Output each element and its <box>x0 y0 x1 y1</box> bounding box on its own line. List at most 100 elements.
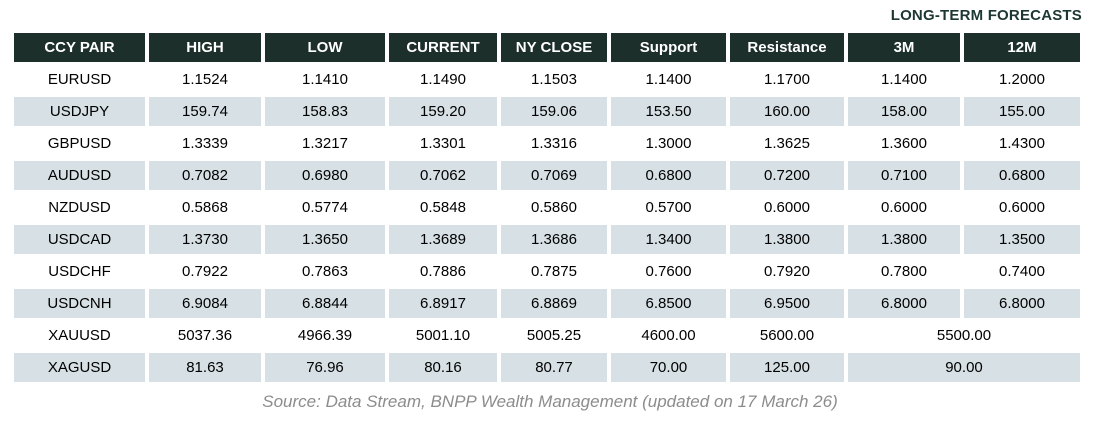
value-cell: 0.6000 <box>730 193 844 222</box>
value-cell: 6.9500 <box>730 289 844 318</box>
fx-forecast-table: CCY PAIR HIGH LOW CURRENT NY CLOSE Support Res… <box>10 30 1084 385</box>
value-cell: 1.1490 <box>389 65 497 94</box>
value-cell: 0.6000 <box>848 193 960 222</box>
ccy-pair-label: USDCAD <box>14 225 145 254</box>
value-cell: 5600.00 <box>730 321 844 350</box>
value-cell: 153.50 <box>611 97 726 126</box>
value-cell: 0.7600 <box>611 257 726 286</box>
table-row-usdchf: USDCHF 0.7922 0.7863 0.7886 0.7875 0.7600 0.79… <box>14 257 1080 286</box>
value-cell: 6.8000 <box>848 289 960 318</box>
value-cell: 0.7920 <box>730 257 844 286</box>
table-row-xauusd: XAUUSD 5037.36 4966.39 5001.10 5005.25 4600.0… <box>14 321 1080 350</box>
table-row-nzdusd: NZDUSD 0.5868 0.5774 0.5848 0.5860 0.5700 0.60… <box>14 193 1080 222</box>
value-cell: 159.74 <box>149 97 261 126</box>
value-cell: 4966.39 <box>265 321 385 350</box>
value-cell: 1.3600 <box>848 129 960 158</box>
value-cell: 0.7922 <box>149 257 261 286</box>
value-cell: 0.7400 <box>964 257 1080 286</box>
table-body: EURUSD 1.1524 1.1410 1.1490 1.1503 1.1400 1.17… <box>14 65 1080 382</box>
column-header-ny-close: NY CLOSE <box>501 33 607 62</box>
value-cell: 1.3500 <box>964 225 1080 254</box>
ccy-pair-label: AUDUSD <box>14 161 145 190</box>
table-row-eurusd: EURUSD 1.1524 1.1410 1.1490 1.1503 1.1400 1.17… <box>14 65 1080 94</box>
ccy-pair-label: XAGUSD <box>14 353 145 382</box>
value-cell: 160.00 <box>730 97 844 126</box>
table-row-audusd: AUDUSD 0.7082 0.6980 0.7062 0.7069 0.6800 0.72… <box>14 161 1080 190</box>
value-cell: 6.8500 <box>611 289 726 318</box>
column-header-high: HIGH <box>149 33 261 62</box>
value-cell: 155.00 <box>964 97 1080 126</box>
forecast-title-bar: LONG-TERM FORECASTS <box>0 0 1100 30</box>
value-cell: 125.00 <box>730 353 844 382</box>
value-cell: 1.1524 <box>149 65 261 94</box>
value-cell: 0.7062 <box>389 161 497 190</box>
ccy-pair-label: EURUSD <box>14 65 145 94</box>
ccy-pair-label: NZDUSD <box>14 193 145 222</box>
value-cell: 76.96 <box>265 353 385 382</box>
value-cell: 1.3625 <box>730 129 844 158</box>
value-cell: 0.5774 <box>265 193 385 222</box>
column-header-low: LOW <box>265 33 385 62</box>
value-cell: 0.5868 <box>149 193 261 222</box>
value-cell: 6.9084 <box>149 289 261 318</box>
ccy-pair-label: USDCHF <box>14 257 145 286</box>
value-cell: 4600.00 <box>611 321 726 350</box>
value-cell: 158.00 <box>848 97 960 126</box>
value-cell: 1.3000 <box>611 129 726 158</box>
value-cell: 1.2000 <box>964 65 1080 94</box>
value-cell: 1.3217 <box>265 129 385 158</box>
value-cell: 6.8844 <box>265 289 385 318</box>
ccy-pair-label: XAUUSD <box>14 321 145 350</box>
value-cell: 6.8869 <box>501 289 607 318</box>
value-cell: 0.7800 <box>848 257 960 286</box>
value-cell: 0.7200 <box>730 161 844 190</box>
value-cell: 0.5700 <box>611 193 726 222</box>
value-cell: 0.6800 <box>964 161 1080 190</box>
value-cell: 159.20 <box>389 97 497 126</box>
value-cell: 1.1503 <box>501 65 607 94</box>
value-cell: 0.7863 <box>265 257 385 286</box>
value-cell: 1.3301 <box>389 129 497 158</box>
merged-forecast-cell: 90.00 <box>848 353 1080 382</box>
column-header-ccy-pair: CCY PAIR <box>14 33 145 62</box>
value-cell: 0.7082 <box>149 161 261 190</box>
column-header-resistance: Resistance <box>730 33 844 62</box>
value-cell: 80.77 <box>501 353 607 382</box>
column-header-current: CURRENT <box>389 33 497 62</box>
long-term-forecasts-title: LONG-TERM FORECASTS <box>890 6 1082 24</box>
value-cell: 5001.10 <box>389 321 497 350</box>
value-cell: 1.3400 <box>611 225 726 254</box>
value-cell: 80.16 <box>389 353 497 382</box>
value-cell: 5037.36 <box>149 321 261 350</box>
value-cell: 1.3800 <box>848 225 960 254</box>
value-cell: 1.4300 <box>964 129 1080 158</box>
value-cell: 81.63 <box>149 353 261 382</box>
value-cell: 0.6800 <box>611 161 726 190</box>
value-cell: 1.3316 <box>501 129 607 158</box>
value-cell: 0.6980 <box>265 161 385 190</box>
value-cell: 1.1400 <box>611 65 726 94</box>
value-cell: 158.83 <box>265 97 385 126</box>
table-row-xagusd: XAGUSD 81.63 76.96 80.16 80.77 70.00 125.00 90.… <box>14 353 1080 382</box>
merged-forecast-cell: 5500.00 <box>848 321 1080 350</box>
value-cell: 0.7100 <box>848 161 960 190</box>
value-cell: 1.3689 <box>389 225 497 254</box>
value-cell: 0.7886 <box>389 257 497 286</box>
value-cell: 1.3686 <box>501 225 607 254</box>
ccy-pair-label: USDCNH <box>14 289 145 318</box>
value-cell: 6.8000 <box>964 289 1080 318</box>
value-cell: 0.5848 <box>389 193 497 222</box>
table-header: CCY PAIR HIGH LOW CURRENT NY CLOSE Support Res… <box>14 33 1080 62</box>
value-cell: 1.1400 <box>848 65 960 94</box>
value-cell: 1.3730 <box>149 225 261 254</box>
value-cell: 159.06 <box>501 97 607 126</box>
column-header-support: Support <box>611 33 726 62</box>
value-cell: 0.7069 <box>501 161 607 190</box>
table-row-usdcad: USDCAD 1.3730 1.3650 1.3689 1.3686 1.3400 1.38… <box>14 225 1080 254</box>
value-cell: 0.7875 <box>501 257 607 286</box>
ccy-pair-label: USDJPY <box>14 97 145 126</box>
value-cell: 1.1410 <box>265 65 385 94</box>
table-row-usdjpy: USDJPY 159.74 158.83 159.20 159.06 153.50 160.… <box>14 97 1080 126</box>
table-row-usdcnh: USDCNH 6.9084 6.8844 6.8917 6.8869 6.8500 6.95… <box>14 289 1080 318</box>
